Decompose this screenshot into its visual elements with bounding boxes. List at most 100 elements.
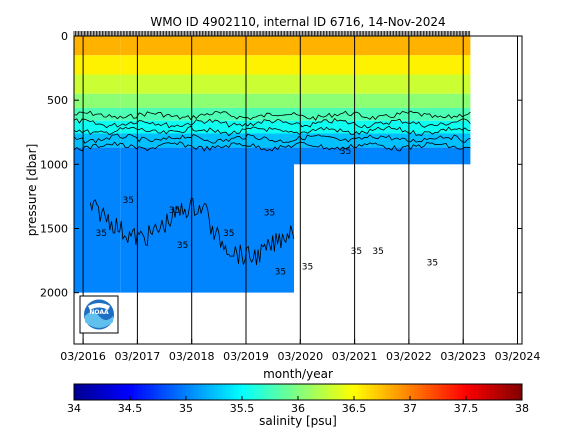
colorbar-tick-label: 35 [179, 402, 193, 415]
salinity-cell [293, 147, 471, 165]
colorbar-cell [422, 384, 427, 400]
colorbar-cell [78, 384, 83, 400]
colorbar-tick-label: 34.5 [118, 402, 143, 415]
colorbar-cell [178, 384, 183, 400]
colorbar-cell [462, 384, 467, 400]
contour-label: 35 [177, 241, 188, 251]
x-tick-label: 03/2020 [277, 350, 323, 363]
contour-label: 35 [264, 209, 275, 219]
colorbar-cell [482, 384, 487, 400]
colorbar-cell [150, 384, 155, 400]
colorbar-tick-label: 37 [403, 402, 417, 415]
colorbar-tick-label: 37.5 [454, 402, 479, 415]
colorbar-cell [274, 384, 279, 400]
colorbar-cell [386, 384, 391, 400]
colorbar-tick-label: 38 [515, 402, 529, 415]
colorbar-cell [366, 384, 371, 400]
y-tick-label: 1000 [40, 158, 68, 171]
colorbar-cell [322, 384, 327, 400]
colorbar-cell [374, 384, 379, 400]
colorbar-cell [358, 384, 363, 400]
colorbar-cell [506, 384, 511, 400]
colorbar-cell [158, 384, 163, 400]
contour-label: 35 [223, 229, 234, 239]
colorbar-tick-label: 36 [291, 402, 305, 415]
colorbar-cell [334, 384, 339, 400]
noaa-logo: NOAA [79, 295, 119, 334]
colorbar-cell [514, 384, 519, 400]
colorbar-cell [98, 384, 103, 400]
colorbar-cell [130, 384, 135, 400]
colorbar-cell [246, 384, 251, 400]
colorbar-cell [254, 384, 259, 400]
contour-label: 35 [275, 268, 286, 278]
colorbar-cell [142, 384, 147, 400]
x-axis: 03/2016 03/2017 03/2018 03/2019 03/2020 03/20… [60, 31, 540, 363]
colorbar-cell [510, 384, 515, 400]
contour-label: 35 [169, 206, 180, 216]
colorbar-cell [102, 384, 107, 400]
x-tick-label: 03/2024 [495, 350, 541, 363]
colorbar-tick-label: 35.5 [230, 402, 255, 415]
colorbar-cell [138, 384, 143, 400]
colorbar-cell [418, 384, 423, 400]
salinity-cell [293, 107, 471, 121]
colorbar-cell [110, 384, 115, 400]
colorbar-cell [90, 384, 95, 400]
salinity-cell [120, 107, 294, 121]
colorbar-cell [490, 384, 495, 400]
contour-line [74, 133, 471, 144]
colorbar-cell [222, 384, 227, 400]
colorbar-cell [350, 384, 355, 400]
colorbar-cell [198, 384, 203, 400]
colorbar-cell [362, 384, 367, 400]
colorbar-cell [518, 384, 523, 400]
salinity-cell [293, 36, 471, 56]
x-tick-label: 03/2017 [115, 350, 161, 363]
colorbar-cell [390, 384, 395, 400]
colorbar-cell [406, 384, 411, 400]
colorbar-cell [346, 384, 351, 400]
colorbar-cell [446, 384, 451, 400]
colorbar-cell [402, 384, 407, 400]
colorbar-cell [378, 384, 383, 400]
colorbar-cell [454, 384, 459, 400]
colorbar-cell [106, 384, 111, 400]
colorbar-cell [458, 384, 463, 400]
colorbar-tick-label: 36.5 [342, 402, 367, 415]
salinity-cell [293, 93, 471, 108]
x-tick-label: 03/2019 [223, 350, 269, 363]
y-axis-label: pressure [dbar] [25, 144, 39, 237]
colorbar-cell [270, 384, 275, 400]
colorbar-cell [194, 384, 199, 400]
salinity-cell [74, 93, 121, 108]
colorbar: 34 34.5 35 35.5 36 36.5 37 37.5 38 [67, 383, 529, 415]
salinity-cell [293, 120, 471, 134]
colorbar-cell [382, 384, 387, 400]
colorbar-cell [210, 384, 215, 400]
colorbar-cell [278, 384, 283, 400]
x-tick-label: 03/2018 [169, 350, 215, 363]
contour-label: 35 [95, 229, 106, 239]
colorbar-cell [258, 384, 263, 400]
colorbar-cell [502, 384, 507, 400]
x-tick-label: 03/2021 [332, 350, 378, 363]
colorbar-cell [450, 384, 455, 400]
colorbar-cell [190, 384, 195, 400]
colorbar-cell [82, 384, 87, 400]
colorbar-cell [466, 384, 471, 400]
contour-label: 35 [340, 147, 351, 157]
colorbar-cell [206, 384, 211, 400]
salinity-cell [120, 55, 294, 75]
contour-line [74, 117, 471, 129]
salinity-cell [120, 147, 294, 293]
contour-label: 35 [123, 196, 134, 206]
colorbar-cell [426, 384, 431, 400]
colorbar-cell [126, 384, 131, 400]
y-tick-label: 1500 [40, 223, 68, 236]
contour-line [74, 141, 471, 152]
colorbar-cell [306, 384, 311, 400]
colorbar-cell [318, 384, 323, 400]
contour-line [74, 110, 471, 121]
colorbar-cell [290, 384, 295, 400]
